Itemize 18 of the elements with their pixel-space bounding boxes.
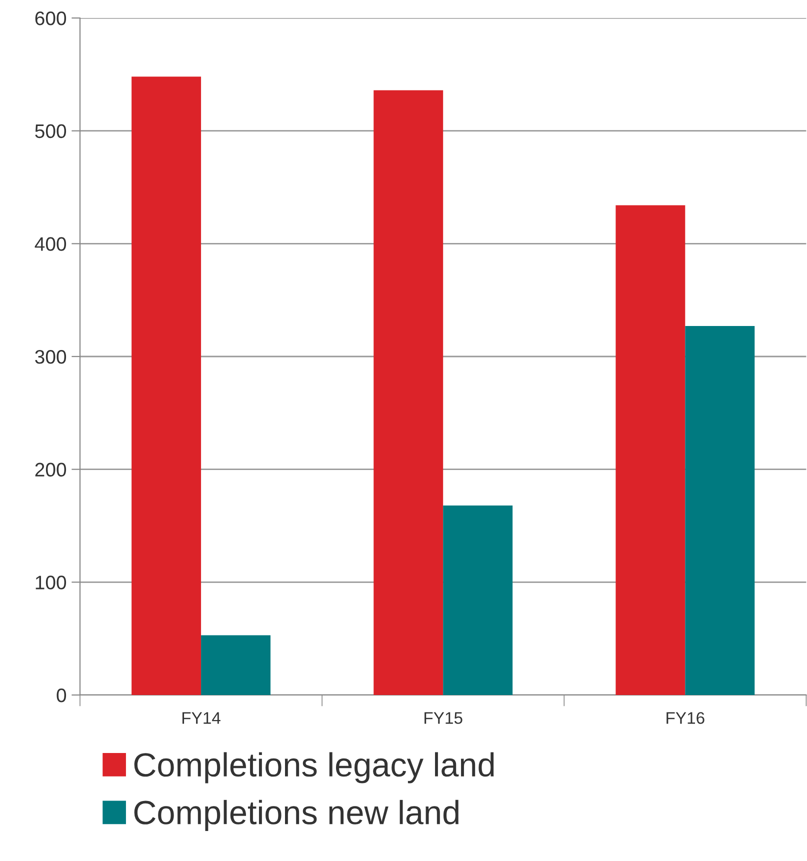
legend-label: Completions legacy land — [134, 752, 494, 784]
x-tick-label: FY16 — [666, 712, 704, 724]
y-tick-label: 0 — [56, 688, 66, 702]
y-tick-label: 100 — [36, 576, 66, 590]
x-tick-label: FY15 — [424, 712, 462, 724]
legend-label: Completions new land — [134, 800, 458, 831]
bar — [443, 505, 513, 695]
y-tick-label: 400 — [34, 237, 66, 251]
x-tick-label: FY14 — [182, 712, 220, 724]
y-tick-label: 500 — [35, 124, 66, 138]
bar — [616, 205, 686, 695]
y-tick-label: 600 — [35, 11, 66, 26]
y-tick-label: 300 — [35, 350, 66, 364]
bar — [685, 326, 755, 695]
y-tick-label: 200 — [35, 462, 66, 477]
bar — [132, 76, 202, 695]
bar — [374, 90, 444, 695]
bar — [201, 635, 271, 695]
